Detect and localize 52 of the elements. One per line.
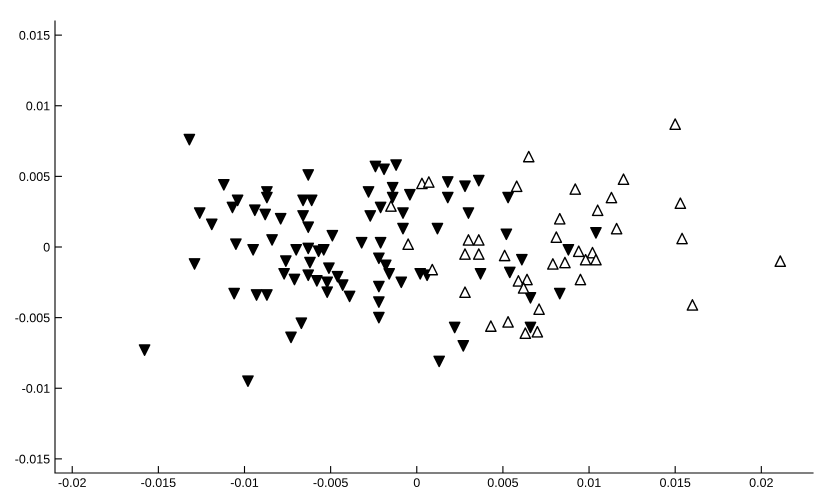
- x-tick-label: 0.005: [488, 478, 518, 488]
- point: [518, 282, 530, 294]
- point: [676, 232, 688, 244]
- point: [569, 183, 582, 195]
- point: [485, 320, 497, 332]
- point: [674, 197, 686, 210]
- point: [422, 176, 435, 188]
- point: [606, 192, 618, 204]
- point: [574, 274, 586, 286]
- point: [459, 286, 471, 298]
- point: [532, 326, 544, 338]
- x-tick-label: 0: [414, 478, 420, 488]
- point: [385, 200, 397, 212]
- point: [402, 238, 414, 250]
- point: [592, 204, 604, 216]
- point: [510, 180, 523, 192]
- point: [472, 248, 485, 260]
- point: [522, 150, 535, 162]
- point: [519, 327, 532, 340]
- point: [502, 316, 514, 328]
- point: [572, 245, 585, 258]
- point: [459, 248, 471, 260]
- point: [686, 299, 698, 311]
- point: [533, 303, 545, 315]
- point: [472, 234, 485, 246]
- point: [590, 254, 602, 266]
- point: [618, 173, 630, 186]
- point: [559, 256, 571, 268]
- y-tick-label: 0.015: [19, 30, 50, 40]
- point: [669, 118, 682, 130]
- point: [498, 250, 510, 262]
- y-tick-label: -0.01: [22, 384, 50, 393]
- point: [462, 234, 474, 246]
- x-tick-label: -0.01: [230, 478, 258, 488]
- x-tick-label: 0.015: [660, 478, 690, 488]
- y-tick-label: 0.005: [19, 172, 50, 182]
- point: [774, 255, 786, 267]
- point: [580, 254, 592, 266]
- point: [554, 212, 566, 225]
- y-tick-label: 0.01: [26, 102, 50, 110]
- x-tick-label: -0.015: [141, 478, 176, 488]
- point: [521, 274, 533, 286]
- x-tick-label: 0.02: [750, 478, 773, 488]
- point: [610, 222, 622, 234]
- x-tick-label: -0.005: [313, 478, 348, 488]
- y-tick-label: -0.005: [15, 313, 50, 322]
- y-tick-label: 0: [44, 242, 50, 252]
- point: [547, 258, 559, 270]
- x-tick-label: 0.01: [577, 478, 601, 488]
- x-tick-label: -0.02: [58, 478, 86, 488]
- y-tick-label: -0.015: [15, 454, 50, 464]
- point: [550, 231, 562, 243]
